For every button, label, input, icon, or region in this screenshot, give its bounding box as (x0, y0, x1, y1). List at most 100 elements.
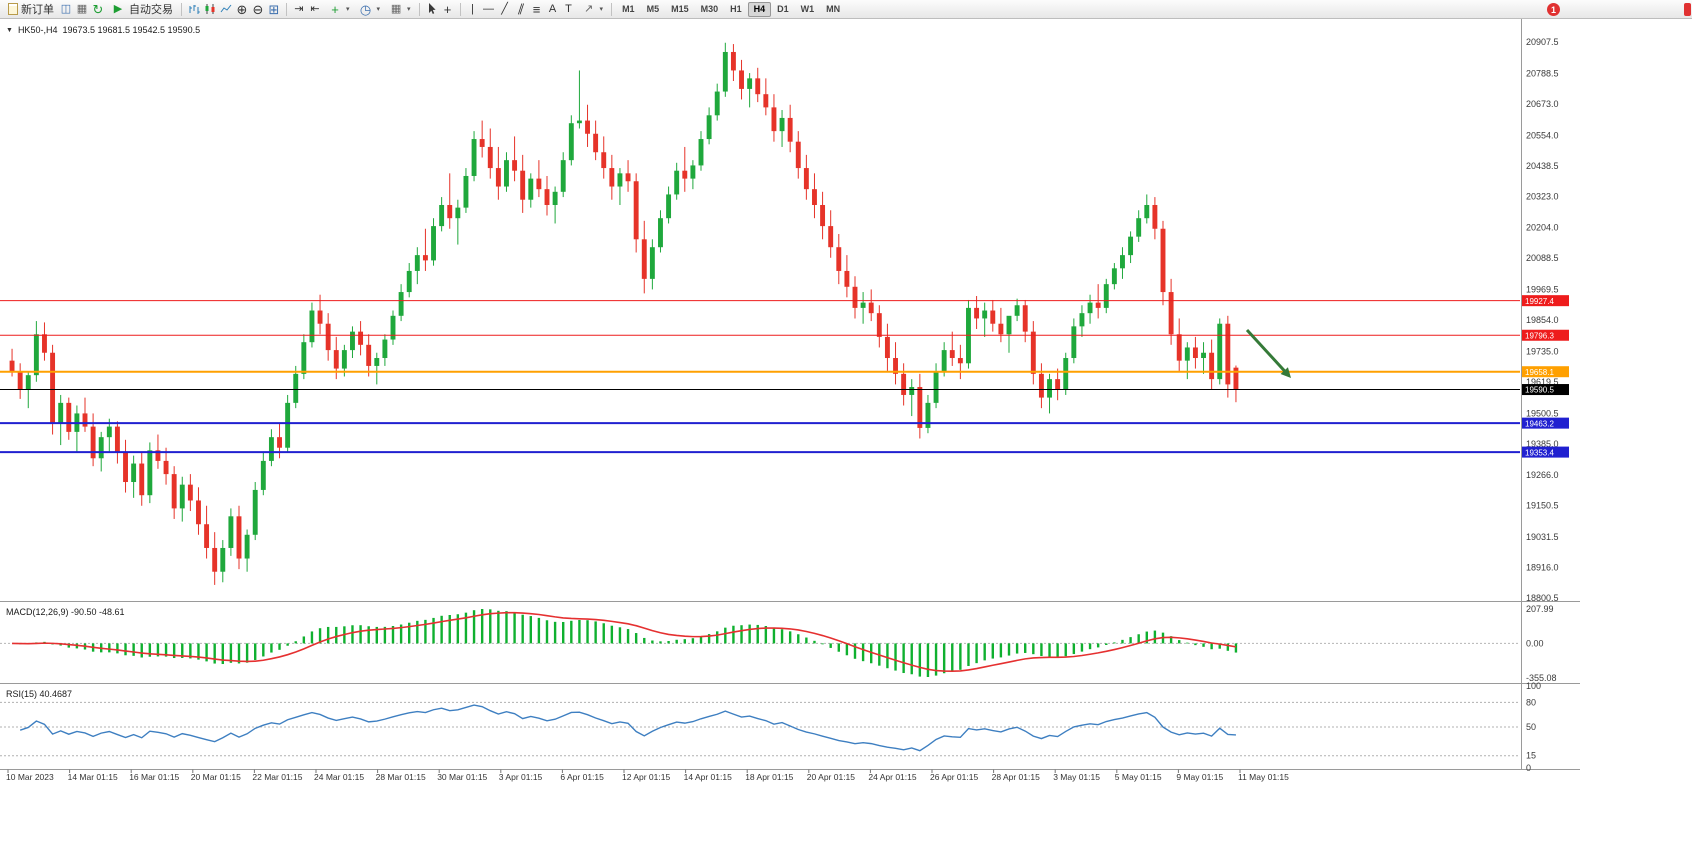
alert-indicator (1684, 3, 1691, 16)
indicators-plus-icon: + (331, 1, 339, 17)
periods-button[interactable]: ◷ ▾ (354, 1, 385, 18)
chart-shift-icon[interactable]: ⇤ (310, 2, 320, 15)
panel-separator-macd[interactable] (0, 600, 1580, 604)
toolbar-separator (181, 2, 182, 16)
text-label-tool-icon[interactable]: T (565, 2, 572, 15)
new-order-icon (8, 3, 18, 15)
timeframe-m30[interactable]: M30 (700, 4, 719, 14)
timeframe-mn[interactable]: MN (826, 4, 841, 14)
profiles-icon[interactable]: ▦ (76, 2, 88, 15)
svg-text:20788.5: 20788.5 (1526, 68, 1559, 78)
crosshair-icon[interactable]: + (443, 1, 452, 17)
chevron-down-icon: ▾ (599, 6, 604, 13)
svg-text:28 Mar 01:15: 28 Mar 01:15 (376, 772, 426, 782)
timeframe-d1[interactable]: D1 (777, 4, 789, 14)
timeframe-m15[interactable]: M15 (671, 4, 689, 14)
timeframe-h1[interactable]: H1 (730, 4, 742, 14)
chart-title: ▼ HK50-,H4 19673.5 19681.5 19542.5 19590… (6, 25, 200, 35)
svg-text:0.00: 0.00 (1526, 638, 1544, 648)
svg-text:20907.5: 20907.5 (1526, 37, 1559, 47)
candlesticks[interactable] (9, 42, 1239, 585)
zoom-out-icon[interactable]: ⊖ (252, 1, 264, 17)
svg-text:19619.5: 19619.5 (1526, 377, 1559, 387)
svg-text:19353.4: 19353.4 (1525, 448, 1554, 457)
price-tag (1522, 384, 1569, 396)
new-order-button[interactable]: 新订单 (4, 1, 58, 18)
bar-chart-icon[interactable] (186, 1, 202, 17)
template-icon: ▦ (390, 2, 402, 15)
candlestick-chart-icon[interactable] (202, 1, 218, 17)
line-chart-icon[interactable] (218, 1, 234, 17)
text-tool-icon[interactable]: A (548, 2, 557, 15)
svg-text:19031.5: 19031.5 (1526, 532, 1559, 542)
horizontal-line-icon[interactable]: — (483, 2, 495, 15)
price-tag (1522, 446, 1569, 458)
timeframe-m1[interactable]: M1 (622, 4, 635, 14)
svg-text:19735.0: 19735.0 (1526, 346, 1559, 356)
svg-text:80: 80 (1526, 697, 1536, 707)
fibonacci-icon[interactable]: ≡ (532, 1, 541, 17)
indicators-button[interactable]: + ▾ (323, 1, 354, 18)
svg-text:10 Mar 2023: 10 Mar 2023 (6, 772, 54, 782)
horizontal-line-objects[interactable] (0, 295, 1569, 458)
timeframe-m5[interactable]: M5 (646, 4, 660, 14)
svg-text:14 Mar 01:15: 14 Mar 01:15 (68, 772, 118, 782)
svg-text:24 Mar 01:15: 24 Mar 01:15 (314, 772, 364, 782)
svg-text:20 Mar 01:15: 20 Mar 01:15 (191, 772, 241, 782)
collapse-icon[interactable]: ▼ (6, 26, 13, 34)
svg-text:207.99: 207.99 (1526, 604, 1554, 614)
svg-text:28 Apr 01:15: 28 Apr 01:15 (992, 772, 1040, 782)
ohlc-values: 19673.5 19681.5 19542.5 19590.5 (62, 25, 201, 35)
svg-text:3 Apr 01:15: 3 Apr 01:15 (499, 772, 543, 782)
notification-badge[interactable]: 1 (1547, 3, 1560, 16)
svg-text:19150.5: 19150.5 (1526, 501, 1559, 511)
charts-icon[interactable]: ◫ (60, 2, 72, 15)
auto-scroll-icon[interactable]: ⇥ (294, 2, 304, 15)
tile-windows-icon[interactable]: ⊞ (268, 1, 280, 17)
svg-text:15: 15 (1526, 751, 1536, 761)
toolbar-separator (418, 2, 420, 16)
cursor-icon[interactable] (424, 1, 440, 17)
symbol-period: HK50-,H4 (17, 25, 58, 35)
trendline-icon[interactable]: ╱ (501, 2, 508, 15)
time-scale[interactable] (0, 769, 1520, 789)
svg-text:-355.08: -355.08 (1526, 673, 1557, 683)
vertical-line-icon[interactable]: | (471, 2, 474, 15)
templates-button[interactable]: ▦ ▾ (384, 1, 415, 18)
trend-arrow[interactable] (1245, 328, 1291, 378)
zoom-in-icon[interactable]: ⊕ (236, 1, 248, 17)
svg-text:19927.4: 19927.4 (1525, 297, 1554, 306)
svg-text:24 Apr 01:15: 24 Apr 01:15 (868, 772, 916, 782)
svg-text:19658.1: 19658.1 (1525, 368, 1554, 377)
svg-text:19266.0: 19266.0 (1526, 470, 1559, 480)
auto-trading-label: 自动交易 (129, 4, 173, 16)
toolbar-separator (286, 2, 287, 16)
svg-text:26 Apr 01:15: 26 Apr 01:15 (930, 772, 978, 782)
svg-text:19500.5: 19500.5 (1526, 408, 1559, 418)
svg-text:100: 100 (1526, 681, 1541, 691)
svg-text:6 Apr 01:15: 6 Apr 01:15 (560, 772, 604, 782)
play-icon: ▶ (113, 2, 123, 15)
panel-separator-rsi[interactable] (0, 682, 1580, 686)
svg-text:3 May 01:15: 3 May 01:15 (1053, 772, 1100, 782)
svg-text:19969.5: 19969.5 (1526, 285, 1559, 295)
macd-panel (0, 609, 1520, 677)
auto-trading-button[interactable]: ▶ 自动交易 (106, 1, 177, 18)
arrows-tool-button[interactable]: ↗ ▾ (577, 1, 608, 18)
timeframe-w1[interactable]: W1 (800, 4, 815, 14)
svg-text:22 Mar 01:15: 22 Mar 01:15 (252, 772, 302, 782)
svg-text:20438.5: 20438.5 (1526, 161, 1559, 171)
svg-text:20323.0: 20323.0 (1526, 191, 1559, 201)
svg-text:50: 50 (1526, 722, 1536, 732)
svg-text:19385.0: 19385.0 (1526, 439, 1559, 449)
timeframe-h4[interactable]: H4 (747, 1, 772, 17)
clock-icon: ◷ (359, 1, 372, 17)
rsi-label: RSI(15) 40.4687 (6, 689, 73, 699)
refresh-icon[interactable]: ↻ (92, 1, 104, 17)
chevron-down-icon: ▾ (376, 6, 381, 13)
price-scale[interactable] (1522, 19, 1580, 601)
new-order-label: 新订单 (21, 4, 54, 16)
svg-text:12 Apr 01:15: 12 Apr 01:15 (622, 772, 670, 782)
arrow-tool-icon: ↗ (583, 2, 594, 15)
